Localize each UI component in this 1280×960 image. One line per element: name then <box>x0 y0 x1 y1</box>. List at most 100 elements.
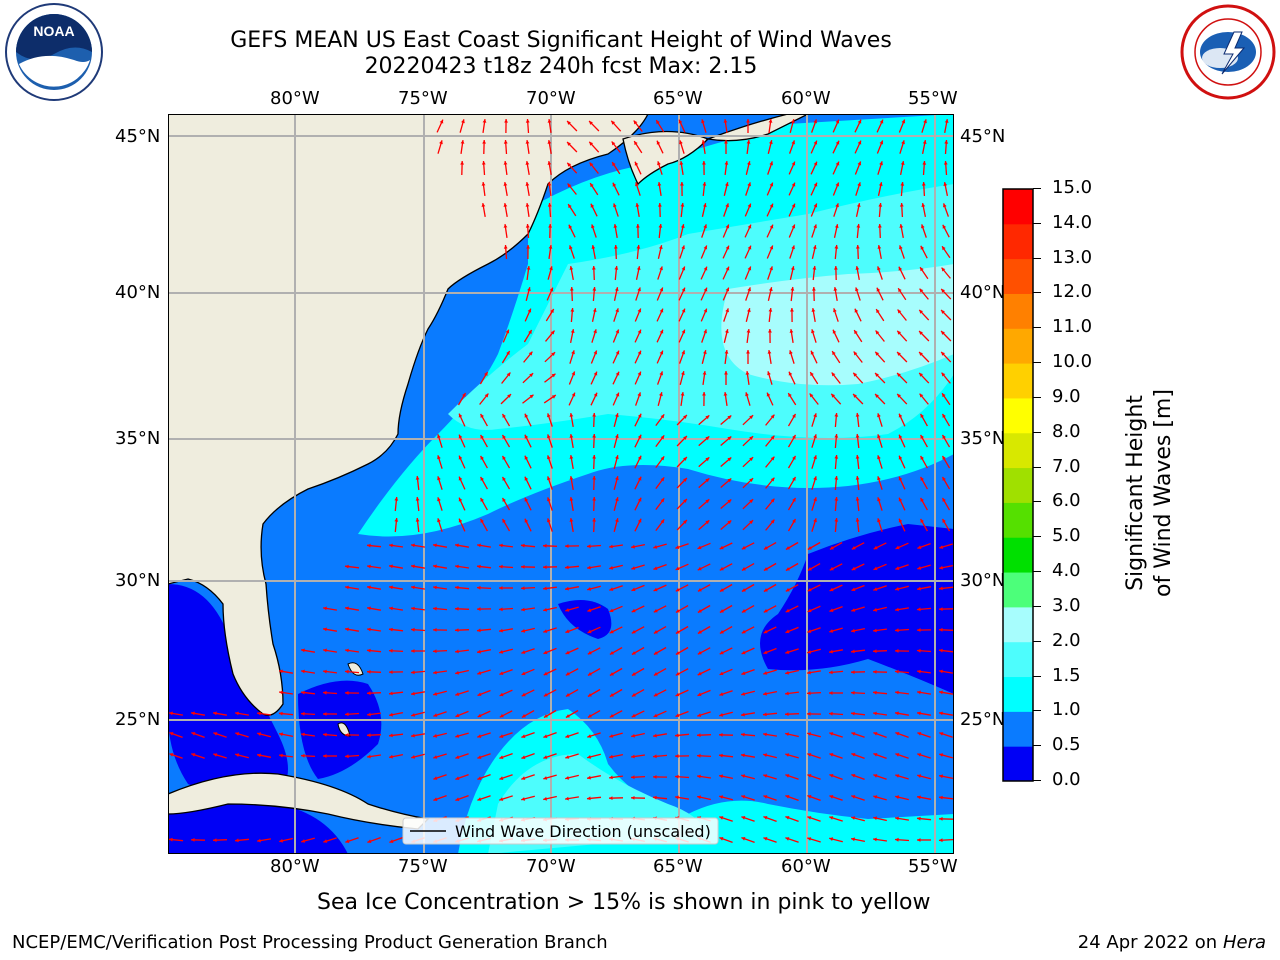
wave-direction-arrowhead <box>653 608 658 613</box>
wave-direction-arrowhead <box>503 140 508 144</box>
lat-label-right-40n: 40°N <box>960 282 1006 303</box>
wave-direction-arrowhead <box>499 564 503 569</box>
wave-direction-arrowhead <box>917 711 921 716</box>
wave-direction-arrowhead <box>851 546 856 550</box>
wave-direction-arrowhead <box>551 395 556 399</box>
wave-direction-arrowhead <box>477 776 482 780</box>
wave-direction-arrowhead <box>570 329 575 333</box>
wave-direction-arrowhead <box>899 203 904 207</box>
wave-direction-arrowhead <box>791 245 795 250</box>
wave-direction-arrowhead <box>637 329 642 334</box>
wave-direction-arrowhead <box>592 287 597 291</box>
wave-direction-arrowhead <box>920 476 924 481</box>
wave-direction-arrowhead <box>660 498 665 503</box>
wave-direction-arrowhead <box>367 606 371 611</box>
wave-direction-arrowhead <box>565 544 569 548</box>
wave-direction-arrowhead <box>587 544 591 549</box>
wave-direction-arrowhead <box>477 607 481 611</box>
wave-direction-arrowhead <box>747 308 751 313</box>
wave-direction-arrowhead <box>898 434 903 439</box>
wave-direction-arrowhead <box>567 142 571 146</box>
wave-direction-arrowhead <box>301 648 305 653</box>
wave-direction-arrowhead <box>549 266 553 271</box>
wave-direction-arrowhead <box>920 245 925 250</box>
wave-direction-arrowhead <box>507 394 511 398</box>
wave-direction-arrowhead <box>942 246 946 251</box>
wave-direction-arrowhead <box>656 120 660 125</box>
wave-direction-arrowhead <box>615 329 620 334</box>
wave-direction-arrowhead <box>943 203 947 208</box>
wave-direction-arrowhead <box>941 310 945 314</box>
wave-direction-arrowhead <box>683 478 687 482</box>
wave-direction-arrowhead <box>878 182 883 186</box>
wave-direction-arrowhead <box>502 413 506 418</box>
wave-direction-arrowhead <box>565 629 570 633</box>
wave-direction-arrowhead <box>785 732 789 737</box>
wave-direction-arrowhead <box>367 564 371 569</box>
wave-direction-arrowhead <box>723 392 728 396</box>
wave-direction-arrowhead <box>809 393 814 398</box>
wave-direction-arrowhead <box>323 754 327 758</box>
wave-direction-arrowhead <box>877 434 881 439</box>
wave-direction-arrowhead <box>484 393 489 398</box>
wave-direction-arrowhead <box>503 224 508 228</box>
wave-direction-arrowhead <box>592 497 596 501</box>
wave-direction-arrowhead <box>367 543 371 548</box>
wave-direction-arrowhead <box>571 350 575 355</box>
wave-direction-arrowhead <box>944 119 949 123</box>
wave-direction-arrowhead <box>873 607 877 612</box>
wave-direction-arrowhead <box>829 774 834 778</box>
wave-direction-arrowhead <box>770 477 775 482</box>
lon-label-top-70w: 70°W <box>526 88 576 109</box>
wave-direction-arrowhead <box>811 308 816 312</box>
wave-direction-arrowhead <box>345 669 349 674</box>
wave-direction-arrowhead <box>675 566 680 571</box>
lat-label-right-30n: 30°N <box>960 570 1006 591</box>
wave-direction-arrowhead <box>725 266 730 271</box>
wave-direction-arrowhead <box>747 182 751 187</box>
wave-direction-arrowhead <box>587 629 592 634</box>
wave-direction-arrowhead <box>769 266 773 271</box>
wave-direction-arrowhead <box>917 753 922 757</box>
wave-direction-arrowhead <box>791 161 796 166</box>
wave-direction-arrowhead <box>279 753 283 758</box>
wave-direction-arrowhead <box>548 224 552 228</box>
wave-direction-arrowhead <box>521 565 525 569</box>
wave-direction-arrowhead <box>589 121 593 125</box>
wave-direction-arrowhead <box>857 161 862 166</box>
wave-direction-arrowhead <box>521 797 526 801</box>
sea-ice-caption: Sea Ice Concentration > 15% is shown in … <box>317 890 931 915</box>
wave-direction-arrowhead <box>455 564 459 569</box>
wave-direction-arrowhead <box>653 566 658 570</box>
wave-direction-arrowhead <box>169 753 174 757</box>
lon-label-bottom-55w: 55°W <box>908 856 958 877</box>
wave-direction-arrowhead <box>592 518 596 522</box>
wave-direction-arrowhead <box>763 795 768 799</box>
wave-direction-arrowhead <box>235 711 239 716</box>
wave-direction-arrowhead <box>675 774 679 779</box>
wave-direction-arrowhead <box>323 648 327 653</box>
wave-direction-arrowhead <box>592 308 597 312</box>
wave-direction-arrowhead <box>705 436 710 441</box>
wave-direction-arrowhead <box>433 713 438 717</box>
wave-direction-arrowhead <box>923 119 927 124</box>
wave-direction-arrowhead <box>727 499 732 504</box>
wave-direction-arrowhead <box>942 413 946 418</box>
wave-direction-arrowhead <box>543 734 548 738</box>
wave-direction-arrowhead <box>257 711 261 716</box>
colorbar-tick-label: 11.0 <box>1052 316 1093 338</box>
wave-direction-arrowhead <box>367 733 371 738</box>
wave-direction-arrowhead <box>389 839 394 843</box>
wave-direction-arrowhead <box>829 670 833 675</box>
wave-direction-arrowhead <box>279 838 283 843</box>
wave-direction-arrowhead <box>719 566 724 571</box>
wave-direction-arrowhead <box>587 587 592 591</box>
wave-direction-arrowhead <box>807 650 812 654</box>
wave-direction-arrowhead <box>675 754 679 758</box>
wave-direction-arrowhead <box>873 628 877 633</box>
wave-direction-arrowhead <box>613 224 618 228</box>
wave-direction-arrowhead <box>524 455 529 460</box>
wave-direction-arrowhead <box>919 393 924 398</box>
wave-direction-arrowhead <box>683 499 687 503</box>
wave-direction-arrowhead <box>565 565 569 570</box>
